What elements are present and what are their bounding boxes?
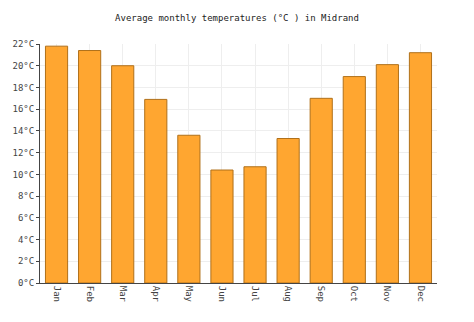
svg-text:8°C: 8°C [18,191,34,201]
svg-text:22°C: 22°C [13,39,35,49]
svg-text:2°C: 2°C [18,256,34,266]
svg-text:Mar: Mar [118,286,128,303]
svg-text:0°C: 0°C [18,278,34,288]
svg-text:Average monthly temperatures (: Average monthly temperatures (°C ) in Mi… [115,13,359,23]
svg-text:Apr: Apr [151,286,161,303]
svg-text:Aug: Aug [283,286,293,302]
svg-text:Dec: Dec [416,286,426,302]
svg-text:Nov: Nov [382,286,392,302]
svg-text:May: May [184,286,194,303]
svg-text:16°C: 16°C [13,104,35,114]
svg-text:18°C: 18°C [13,83,35,93]
svg-text:Oct: Oct [349,286,359,302]
svg-text:20°C: 20°C [13,61,35,71]
svg-text:4°C: 4°C [18,235,34,245]
svg-text:Jun: Jun [217,286,227,302]
svg-text:Jul: Jul [250,286,260,302]
svg-text:Jan: Jan [52,286,62,302]
svg-text:14°C: 14°C [13,126,35,136]
svg-text:Feb: Feb [85,286,95,302]
svg-text:Sep: Sep [316,286,326,302]
svg-text:6°C: 6°C [18,213,34,223]
svg-text:12°C: 12°C [13,148,35,158]
svg-text:10°C: 10°C [13,170,35,180]
